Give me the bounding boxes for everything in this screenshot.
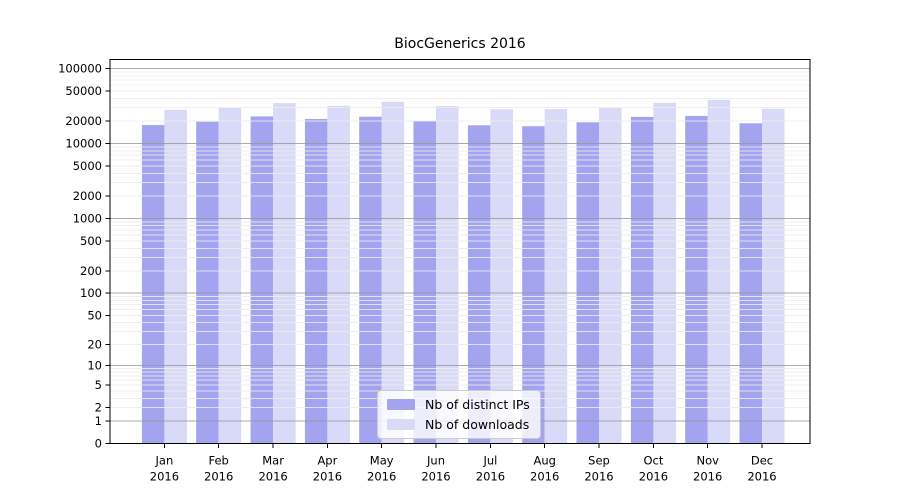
x-tick-label-month: May [370,454,394,468]
bar-downloads-nov [707,99,731,444]
bar-downloads-mar [273,103,296,444]
x-tick-label-month: Apr [317,454,337,468]
x-tick-label-month: Mar [262,454,284,468]
x-tick-label-month: Nov [696,454,719,468]
bar-distinct-ips-nov [685,115,708,444]
legend-label-distinct-ips: Nb of distinct IPs [425,397,530,412]
x-tick-label-month: Jul [482,454,497,468]
bar-distinct-ips-jan [141,125,165,444]
bar-downloads-jan [164,109,187,444]
x-tick-label-month: Jun [426,454,445,468]
bar-distinct-ips-jun [413,120,436,444]
x-tick-label-month: Jan [155,454,174,468]
x-tick-label-month: Sep [588,454,610,468]
bar-distinct-ips-may [359,116,382,444]
bar-distinct-ips-jul [467,125,491,444]
y-tick-label: 2000 [73,189,102,203]
y-tick-label: 20000 [65,114,102,128]
x-tick-label-year: 2016 [530,470,559,484]
legend-item-distinct-ips: Nb of distinct IPs [387,397,530,412]
y-tick-label: 50 [87,308,102,322]
bar-downloads-oct [653,102,676,444]
bar-distinct-ips-feb [196,121,219,444]
legend-item-downloads: Nb of downloads [387,417,530,432]
y-tick-label: 1000 [73,212,102,226]
legend-swatch-distinct-ips [387,399,415,410]
legend: Nb of distinct IPs Nb of downloads [377,390,541,439]
x-tick-label-year: 2016 [639,470,668,484]
y-tick-label: 10000 [65,137,102,151]
bar-distinct-ips-apr [304,119,328,444]
bar-distinct-ips-oct [630,116,654,444]
bar-downloads-aug [544,109,568,444]
x-tick-label-year: 2016 [421,470,450,484]
y-tick-label: 5 [95,378,102,392]
bar-downloads-jun [436,106,459,444]
y-tick-label: 5000 [73,159,102,173]
y-tick-label: 20 [87,337,102,351]
plot-border [109,59,811,444]
bar-distinct-ips-sep [576,122,599,444]
chart-title: BiocGenerics 2016 [394,36,526,52]
x-tick-label-year: 2016 [204,470,233,484]
bar-distinct-ips-aug [522,126,545,444]
y-tick-label: 200 [80,264,102,278]
x-tick-label-year: 2016 [367,470,396,484]
y-tick-label: 10 [87,358,102,372]
bar-distinct-ips-dec [739,123,762,444]
y-tick-label: 100 [80,286,102,300]
x-tick-label-month: Feb [209,454,229,468]
x-tick-label-year: 2016 [584,470,613,484]
x-tick-label-year: 2016 [693,470,722,484]
x-tick-label-year: 2016 [747,470,776,484]
bar-downloads-dec [762,108,785,444]
y-tick-label: 500 [80,234,102,248]
y-tick-label: 50000 [65,84,102,98]
x-tick-label-month: Oct [643,454,663,468]
bar-downloads-may [381,101,405,444]
y-tick-label: 2 [95,401,102,415]
y-tick-label: 100000 [58,62,102,76]
legend-label-downloads: Nb of downloads [425,417,530,432]
bar-downloads-feb [218,108,242,444]
bar-downloads-sep [599,107,622,444]
bar-downloads-jul [490,109,513,444]
y-tick-label: 1 [95,414,102,428]
x-tick-label-year: 2016 [313,470,342,484]
legend-swatch-downloads [387,419,415,430]
bar-distinct-ips-mar [250,116,274,444]
x-tick-label-year: 2016 [150,470,179,484]
x-tick-label-year: 2016 [476,470,505,484]
x-tick-label-month: Aug [533,454,555,468]
y-tick-label: 0 [95,437,102,451]
bar-downloads-apr [327,105,350,444]
x-tick-label-month: Dec [751,454,773,468]
x-tick-label-year: 2016 [258,470,287,484]
